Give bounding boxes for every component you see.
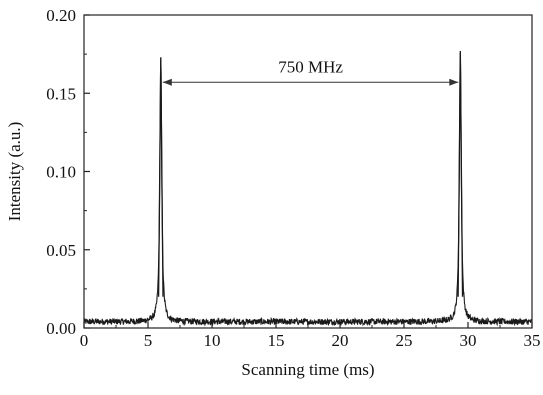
x-tick-label: 15 [268, 331, 285, 350]
y-tick-label: 0.20 [46, 6, 76, 25]
ticks-layer: 0 5 10 15 20 25 30 35 0.00 0.05 0.10 0.15 0.20 [46, 6, 540, 350]
series-line [83, 52, 533, 327]
x-tick-label: 10 [204, 331, 221, 350]
x-tick-label: 5 [144, 331, 153, 350]
arrowhead-left [162, 78, 172, 86]
x-tick-label: 20 [332, 331, 349, 350]
peak-line [157, 57, 164, 297]
plot-frame [83, 14, 533, 329]
y-tick-label: 0.15 [46, 84, 76, 103]
x-tick-label: 0 [80, 331, 89, 350]
y-tick-label: 0.10 [46, 163, 76, 182]
x-tick-label: 25 [396, 331, 413, 350]
x-tick-label: 30 [460, 331, 477, 350]
y-axis-title: Intensity (a.u.) [5, 122, 24, 222]
arrowhead-right [449, 78, 459, 86]
y-tick-label: 0.05 [46, 241, 76, 260]
peak-line [457, 50, 464, 297]
y-tick-label: 0.00 [46, 319, 76, 338]
annotation-label: 750 MHz [278, 57, 343, 76]
series-layer [83, 50, 533, 327]
annotation-layer: 750 MHz [162, 57, 459, 86]
x-axis-title: Scanning time (ms) [241, 360, 374, 379]
x-tick-label: 35 [524, 331, 541, 350]
